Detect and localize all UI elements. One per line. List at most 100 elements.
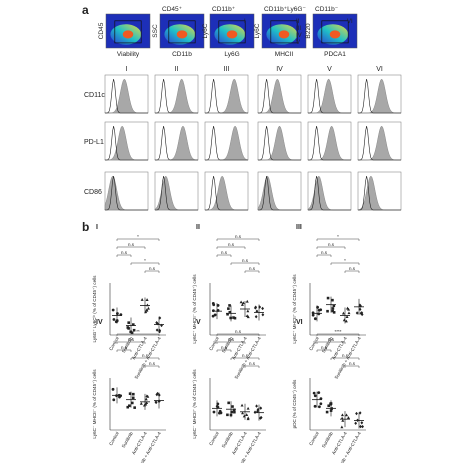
data-point — [341, 311, 345, 315]
data-point — [361, 424, 364, 429]
significance-bracket — [116, 333, 160, 336]
data-point — [115, 319, 119, 323]
data-point — [227, 307, 230, 310]
histogram-isotype-curve — [357, 78, 401, 114]
data-point — [256, 407, 260, 412]
data-point — [130, 331, 134, 335]
significance-label: n.s — [228, 337, 235, 342]
data-point — [254, 315, 258, 319]
significance-label: n.s — [142, 353, 149, 358]
significance-bracket — [316, 349, 332, 352]
histogram-column-label: IV — [276, 66, 283, 73]
gating-y-label: Ly6C — [254, 23, 261, 38]
data-point — [145, 308, 149, 312]
data-point — [261, 306, 265, 311]
significance-label: n.s — [121, 250, 128, 255]
gating-population-core — [122, 30, 134, 39]
data-point — [360, 421, 364, 425]
data-point — [326, 296, 330, 300]
data-point — [331, 298, 334, 302]
significance-label: n.s — [349, 266, 356, 271]
histogram-isotype-curve — [257, 175, 301, 211]
data-point — [230, 410, 233, 414]
gating-parent-label: CD11b⁻ — [315, 6, 339, 13]
gating-y-label: Ly6C — [202, 23, 209, 38]
data-point — [155, 328, 159, 332]
data-point — [144, 310, 148, 314]
significance-bracket — [244, 270, 260, 273]
histogram-isotype-curve — [104, 175, 148, 211]
data-point — [227, 401, 230, 405]
significance-label: n.s — [128, 337, 135, 342]
data-point — [246, 315, 250, 319]
significance-bracket — [344, 365, 360, 368]
data-point — [131, 396, 135, 400]
data-point — [144, 397, 148, 401]
data-point — [330, 407, 333, 410]
gating-region-label: II — [296, 19, 300, 25]
data-point — [226, 312, 229, 316]
data-point — [115, 394, 118, 398]
gating-x-label: Viability — [117, 51, 140, 58]
data-point — [358, 411, 362, 415]
data-point — [332, 304, 336, 308]
data-point — [127, 321, 130, 324]
gating-population-core — [329, 30, 341, 39]
data-point — [242, 414, 246, 418]
histogram-filled-curve — [205, 78, 249, 114]
significance-label: n.s — [235, 329, 242, 334]
data-point — [228, 304, 231, 307]
histogram-isotype-curve — [257, 78, 301, 114]
data-point — [329, 409, 333, 412]
data-point — [311, 311, 315, 315]
data-point — [254, 305, 258, 309]
data-point — [156, 322, 159, 326]
data-point — [329, 402, 333, 405]
gating-plots: CD45 Viability CD45⁺ SSC CD11b CD11b⁺ Ly6C Ly6G… — [98, 6, 358, 58]
scatter-y-label: pDC (% of CD45⁺) cells — [292, 379, 297, 428]
gating-gate — [321, 20, 349, 44]
significance-label: * — [344, 258, 346, 263]
significance-bracket — [116, 254, 132, 257]
data-point — [245, 413, 249, 416]
gating-gate — [270, 20, 298, 44]
data-point — [229, 316, 232, 320]
scatter-panel-label: I — [96, 224, 98, 231]
significance-bracket — [316, 246, 346, 249]
data-point — [358, 307, 362, 312]
histogram-column-label: VI — [376, 66, 383, 73]
significance-bracket — [216, 349, 232, 352]
data-point — [231, 405, 234, 408]
data-point — [255, 404, 258, 408]
gating-x-label: CD11b — [172, 51, 192, 58]
group-tick-label: Sunitinib — [221, 431, 234, 449]
significance-bracket — [116, 246, 146, 249]
data-point — [317, 312, 321, 316]
data-point — [139, 401, 143, 405]
significance-bracket — [330, 357, 360, 360]
data-point — [245, 299, 249, 303]
data-point — [226, 413, 229, 417]
significance-label: n.s — [235, 234, 242, 239]
scatter-y-label: Ly6C⁺ MHCII⁺ (% of CD45⁺) cells — [292, 274, 297, 344]
histogram-marker-label: CD11c — [84, 92, 105, 99]
significance-bracket — [130, 357, 160, 360]
data-point — [239, 300, 243, 304]
data-point — [127, 327, 130, 330]
data-point — [347, 311, 351, 315]
data-point — [132, 328, 136, 332]
histogram-column-label: V — [327, 66, 332, 73]
data-point — [240, 403, 244, 407]
significance-bracket — [216, 254, 232, 257]
significance-label: n.s — [228, 242, 235, 247]
group-tick-label: Control — [108, 431, 120, 446]
data-point — [155, 392, 159, 397]
data-point — [259, 406, 263, 410]
gating-gate — [218, 20, 246, 44]
data-point — [316, 305, 319, 309]
significance-bracket — [216, 246, 246, 249]
data-point — [145, 298, 149, 301]
scatter-panel-label: II — [196, 224, 200, 231]
significance-bracket — [244, 365, 260, 368]
